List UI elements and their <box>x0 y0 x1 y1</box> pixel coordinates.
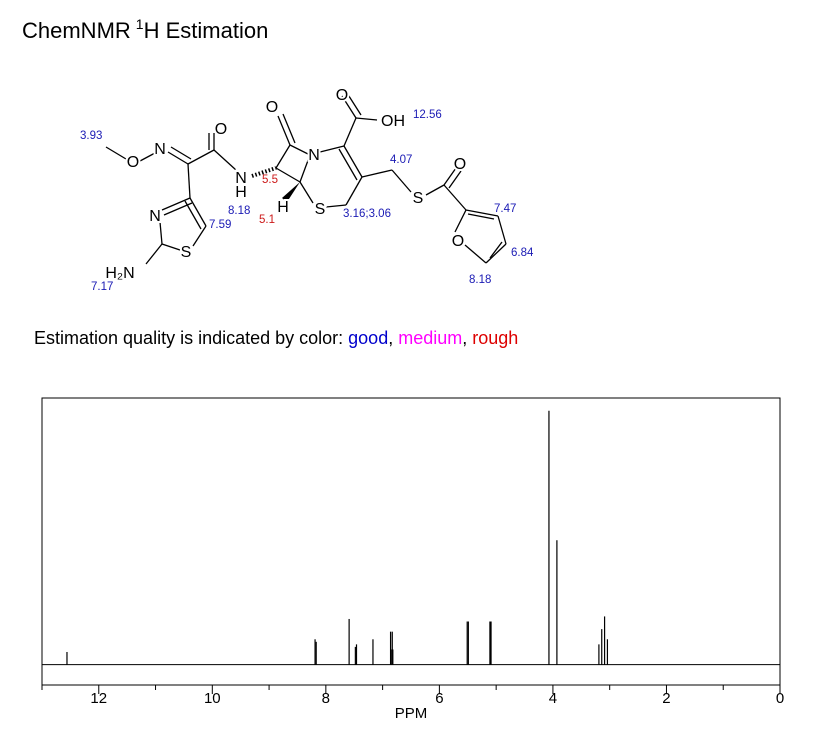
bond <box>275 144 291 169</box>
title-text: H Estimation <box>144 18 269 43</box>
legend-separator: , <box>388 328 393 348</box>
bond <box>189 197 207 227</box>
bond <box>443 184 467 211</box>
shift-label: 3.16;3.06 <box>343 208 391 220</box>
title-text: ChemNMR <box>22 18 131 43</box>
bond <box>187 149 215 165</box>
bond <box>497 215 507 245</box>
title-superscript: 1 <box>136 16 144 32</box>
bond <box>282 113 296 144</box>
x-tick-label: 0 <box>776 690 784 707</box>
bond <box>361 169 393 178</box>
shift-label: 12.56 <box>413 109 442 121</box>
plot-frame <box>41 397 781 686</box>
bond <box>465 209 499 217</box>
legend-separator: , <box>462 328 467 348</box>
shift-label: 7.47 <box>494 203 516 215</box>
shift-label: 7.17 <box>91 281 113 293</box>
bond <box>464 244 487 264</box>
bond <box>184 200 202 230</box>
title: ChemNMR 1H Estimation <box>22 16 268 43</box>
atom-label: O <box>336 87 348 104</box>
bond <box>159 221 163 245</box>
quality-level: rough <box>472 328 518 348</box>
atom-label: H₂N <box>105 265 134 282</box>
bond <box>425 184 445 196</box>
shift-label: 5.1 <box>259 214 275 226</box>
x-tick-label: 4 <box>549 690 557 707</box>
atom-label: N <box>149 208 161 225</box>
quality-level: medium <box>398 328 462 348</box>
bond <box>139 152 156 162</box>
atom-label: O <box>215 121 227 138</box>
bond <box>299 154 311 183</box>
atom-label: S <box>315 201 326 218</box>
bond <box>346 92 362 116</box>
bond <box>467 213 495 220</box>
bond <box>448 170 462 189</box>
atom-label: O <box>127 154 139 171</box>
atom-label: H <box>277 199 289 216</box>
bond <box>325 204 347 208</box>
bond <box>167 151 189 165</box>
bond <box>161 243 181 251</box>
shift-label: 7.59 <box>209 219 231 231</box>
atom-label: O <box>454 156 466 173</box>
bond <box>391 169 412 193</box>
bond <box>213 149 237 171</box>
spectrum: 12 10 8 6 4 2 0 PPM <box>41 397 784 722</box>
bond <box>338 148 358 181</box>
bond <box>343 145 363 178</box>
bond <box>489 241 503 259</box>
bond <box>443 167 457 186</box>
wedge-bond <box>282 182 300 202</box>
bond <box>192 225 207 247</box>
atom-label: N <box>235 170 247 187</box>
shift-label: 5.5 <box>262 174 278 186</box>
bond <box>105 146 127 160</box>
shift-label: 8.18 <box>228 205 250 217</box>
bond <box>341 95 357 119</box>
x-tick-label: 8 <box>322 690 330 707</box>
bond <box>319 145 345 153</box>
atom-label: OH <box>381 113 405 130</box>
bond <box>170 146 192 160</box>
atom-label: O <box>452 233 464 250</box>
atom-label: S <box>181 244 192 261</box>
quality-level: good <box>348 328 388 348</box>
legend-prefix: Estimation quality is indicated by color… <box>34 328 343 348</box>
x-tick-label: 10 <box>204 690 221 707</box>
atom-label: H <box>235 184 247 201</box>
bond <box>454 209 467 233</box>
x-tick-label: 6 <box>435 690 443 707</box>
bond <box>277 115 291 146</box>
bond <box>145 243 163 265</box>
hashed-bond <box>251 166 277 178</box>
atom-label: N <box>308 147 320 164</box>
shift-label: 4.07 <box>390 154 412 166</box>
bond <box>161 197 191 211</box>
atom-label: O <box>266 99 278 116</box>
bond <box>187 163 191 199</box>
shift-label: 3.93 <box>80 130 102 142</box>
shift-label: 6.84 <box>511 247 534 259</box>
bond <box>355 117 378 121</box>
x-tick-label: 2 <box>662 690 670 707</box>
bond <box>289 144 311 156</box>
bond <box>299 181 314 204</box>
x-axis-label: PPM <box>395 705 428 722</box>
shift-label: 8.18 <box>469 274 491 286</box>
atom-label: S <box>413 190 424 207</box>
quality-legend: Estimation quality is indicated by color… <box>34 328 518 348</box>
atom-label: N <box>154 141 166 158</box>
bond <box>345 176 363 206</box>
bond <box>485 243 507 264</box>
x-tick-label: 12 <box>90 690 107 707</box>
bond <box>275 167 301 183</box>
bond <box>343 117 357 147</box>
